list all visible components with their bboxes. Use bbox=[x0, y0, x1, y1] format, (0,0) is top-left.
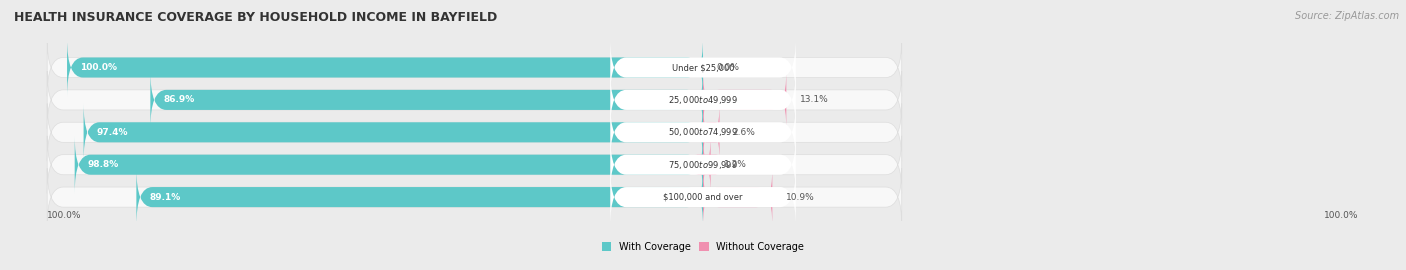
FancyBboxPatch shape bbox=[136, 168, 703, 226]
FancyBboxPatch shape bbox=[48, 136, 901, 194]
Text: HEALTH INSURANCE COVERAGE BY HOUSEHOLD INCOME IN BAYFIELD: HEALTH INSURANCE COVERAGE BY HOUSEHOLD I… bbox=[14, 11, 498, 24]
FancyBboxPatch shape bbox=[610, 136, 796, 194]
Text: 2.6%: 2.6% bbox=[733, 128, 755, 137]
FancyBboxPatch shape bbox=[150, 71, 703, 129]
Text: 13.1%: 13.1% bbox=[800, 95, 828, 104]
Text: 89.1%: 89.1% bbox=[149, 193, 181, 202]
Text: 100.0%: 100.0% bbox=[48, 211, 82, 220]
FancyBboxPatch shape bbox=[83, 103, 703, 161]
FancyBboxPatch shape bbox=[703, 168, 772, 226]
Text: 100.0%: 100.0% bbox=[1324, 211, 1358, 220]
FancyBboxPatch shape bbox=[695, 136, 718, 194]
Text: 0.0%: 0.0% bbox=[716, 63, 740, 72]
Text: 100.0%: 100.0% bbox=[80, 63, 117, 72]
FancyBboxPatch shape bbox=[703, 103, 720, 161]
FancyBboxPatch shape bbox=[67, 39, 703, 96]
Text: Under $25,000: Under $25,000 bbox=[672, 63, 734, 72]
FancyBboxPatch shape bbox=[610, 39, 796, 96]
FancyBboxPatch shape bbox=[610, 71, 796, 129]
Text: Source: ZipAtlas.com: Source: ZipAtlas.com bbox=[1295, 11, 1399, 21]
Text: $25,000 to $49,999: $25,000 to $49,999 bbox=[668, 94, 738, 106]
Text: 86.9%: 86.9% bbox=[163, 95, 195, 104]
Text: 10.9%: 10.9% bbox=[786, 193, 814, 202]
Text: 98.8%: 98.8% bbox=[89, 160, 120, 169]
FancyBboxPatch shape bbox=[75, 136, 703, 194]
Text: $75,000 to $99,999: $75,000 to $99,999 bbox=[668, 159, 738, 171]
FancyBboxPatch shape bbox=[48, 103, 901, 161]
Text: $50,000 to $74,999: $50,000 to $74,999 bbox=[668, 126, 738, 138]
Text: 1.2%: 1.2% bbox=[724, 160, 747, 169]
Legend: With Coverage, Without Coverage: With Coverage, Without Coverage bbox=[598, 238, 808, 256]
FancyBboxPatch shape bbox=[48, 168, 901, 226]
FancyBboxPatch shape bbox=[48, 71, 901, 129]
FancyBboxPatch shape bbox=[610, 168, 796, 226]
Text: $100,000 and over: $100,000 and over bbox=[664, 193, 742, 202]
FancyBboxPatch shape bbox=[703, 71, 786, 129]
FancyBboxPatch shape bbox=[610, 103, 796, 161]
FancyBboxPatch shape bbox=[48, 39, 901, 96]
Text: 97.4%: 97.4% bbox=[97, 128, 128, 137]
